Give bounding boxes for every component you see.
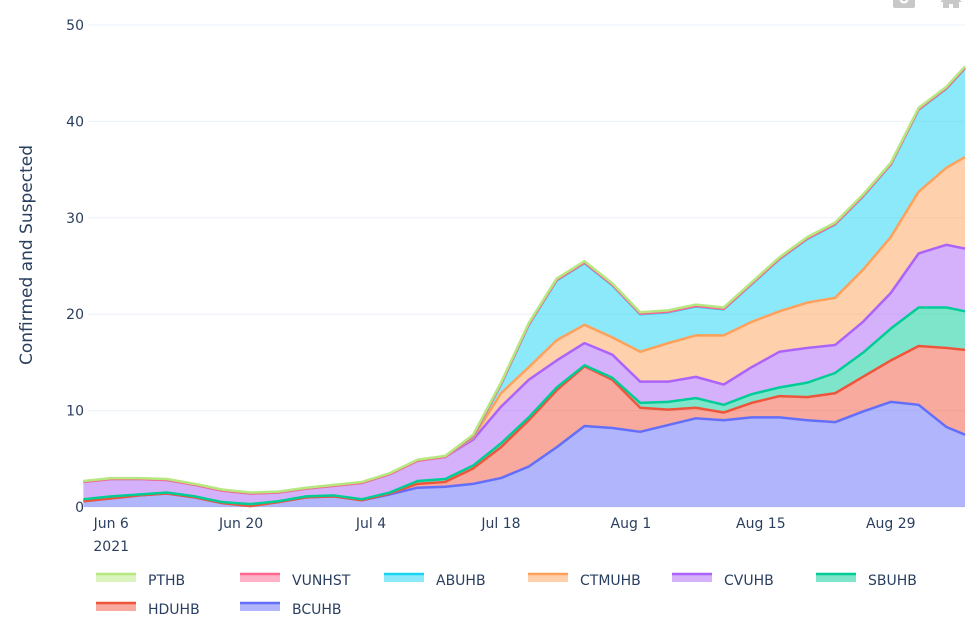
- legend-item-abuhb[interactable]: ABUHB: [384, 572, 486, 589]
- legend-label: SBUHB: [868, 573, 917, 589]
- y-tick-label: 0: [75, 500, 84, 516]
- legend-item-ctmuhb[interactable]: CTMUHB: [528, 572, 641, 589]
- y-tick-label: 50: [66, 18, 84, 34]
- x-tick-label: Jun 20: [218, 516, 263, 532]
- line-pthb: [83, 65, 966, 494]
- legend-item-cvuhb[interactable]: CVUHB: [672, 572, 774, 589]
- legend-label: BCUHB: [292, 602, 342, 618]
- series-areas: [83, 66, 965, 507]
- legend: PTHB VUNHST ABUHB CTMUHB CVUHB SBUHB HDUHB BCUH…: [96, 572, 917, 618]
- legend-swatch: [528, 574, 568, 582]
- series-lines: [83, 65, 966, 508]
- legend-label: ABUHB: [436, 573, 486, 589]
- x-tick-label: Jul 4: [355, 516, 386, 532]
- legend-item-pthb[interactable]: PTHB: [96, 572, 185, 589]
- y-tick-label: 20: [66, 307, 84, 323]
- x-tick-label: Aug 1: [611, 516, 652, 532]
- area-abuhb: [83, 68, 965, 494]
- y-tick-label: 10: [66, 404, 84, 420]
- legend-swatch: [96, 574, 136, 582]
- x-tick-label: Jun 6: [93, 516, 129, 532]
- legend-swatch: [816, 574, 856, 582]
- legend-label: CVUHB: [724, 573, 774, 589]
- legend-swatch: [672, 574, 712, 582]
- legend-label: HDUHB: [148, 602, 200, 618]
- legend-label: CTMUHB: [580, 573, 641, 589]
- home-icon[interactable]: [940, 0, 962, 8]
- legend-swatch: [384, 574, 424, 582]
- legend-label: PTHB: [148, 573, 185, 589]
- x-tick-label: Aug 29: [866, 516, 916, 532]
- area-ctmuhb: [83, 157, 965, 494]
- legend-item-bcuhb[interactable]: BCUHB: [240, 601, 342, 618]
- y-axis-title: Confirmed and Suspected: [17, 145, 37, 365]
- line-hduhb: [83, 344, 966, 508]
- legend-item-sbuhb[interactable]: SBUHB: [816, 572, 917, 589]
- area-cvuhb: [83, 244, 965, 505]
- legend-swatch: [96, 603, 136, 611]
- y-tick-label: 30: [66, 211, 84, 227]
- legend-swatch: [240, 603, 280, 611]
- x-tick-label: Jul 18: [480, 516, 520, 532]
- legend-item-vunhst[interactable]: VUNHST: [240, 572, 351, 589]
- line-sbuhb: [83, 306, 966, 506]
- legend-label: VUNHST: [292, 573, 351, 589]
- x-tick-label: Aug 15: [736, 516, 786, 532]
- x-tick-year-label: 2021: [93, 539, 129, 555]
- y-tick-label: 40: [66, 114, 84, 130]
- area-bcuhb: [83, 401, 965, 507]
- modebar: [893, 0, 962, 8]
- y-axis: 0 10 20 30 40 50: [66, 18, 84, 516]
- x-axis: Jun 6 2021 Jun 20 Jul 4 Jul 18 Aug 1 Aug 15 Aug…: [93, 516, 916, 555]
- legend-swatch: [240, 574, 280, 582]
- legend-item-hduhb[interactable]: HDUHB: [96, 601, 200, 618]
- camera-icon[interactable]: [893, 0, 915, 8]
